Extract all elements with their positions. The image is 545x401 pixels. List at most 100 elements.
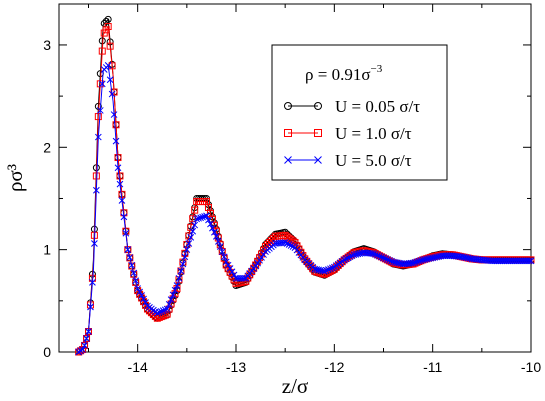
data-point <box>212 232 220 240</box>
data-point <box>226 265 234 272</box>
x-tick-label: -10 <box>521 359 541 375</box>
data-point <box>118 197 126 204</box>
data-point <box>382 255 389 263</box>
data-point <box>252 262 260 270</box>
x-tick-label: -12 <box>324 359 344 375</box>
x-tick-label: -11 <box>423 359 442 375</box>
data-point <box>376 252 383 260</box>
data-point <box>391 258 399 266</box>
data-point <box>315 266 322 274</box>
data-point <box>195 214 202 222</box>
data-point <box>116 180 124 188</box>
data-point <box>321 267 328 275</box>
data-point <box>460 253 468 261</box>
data-point <box>419 256 427 264</box>
data-point <box>203 212 210 220</box>
data-point <box>106 76 114 84</box>
data-point <box>79 346 86 353</box>
data-point <box>378 253 385 261</box>
data-point <box>128 261 136 269</box>
data-point <box>413 258 421 266</box>
data-point <box>191 221 199 229</box>
data-point <box>220 254 228 262</box>
data-point <box>173 282 181 289</box>
series-x <box>75 62 535 356</box>
data-point <box>409 259 417 267</box>
data-point <box>207 220 214 228</box>
y-tick-label: 3 <box>43 37 51 53</box>
data-point <box>104 23 112 31</box>
data-point <box>87 303 94 311</box>
legend-entries: U = 0.05 σ/τ U = 1.0 σ/τ U = 5.0 σ/τ <box>284 97 420 170</box>
data-point <box>110 88 118 96</box>
data-point <box>157 308 165 315</box>
data-point <box>179 260 187 268</box>
data-point <box>313 266 320 273</box>
data-point <box>393 259 401 267</box>
legend-title-text: ρ = 0.91σ <box>305 65 371 84</box>
data-point <box>323 266 330 274</box>
axis-ticks: -14 -13 -12 -11 -10 0 1 2 3 <box>43 4 541 375</box>
data-point <box>124 246 132 254</box>
data-point <box>81 341 89 349</box>
data-point <box>224 261 232 269</box>
data-point <box>380 254 387 262</box>
data-point <box>197 214 204 222</box>
data-point <box>281 239 289 246</box>
data-point <box>126 254 134 262</box>
legend-marker-right <box>314 129 322 137</box>
data-point <box>342 255 350 263</box>
data-point <box>169 291 177 299</box>
data-point <box>205 216 212 224</box>
data-point <box>183 246 191 254</box>
data-point <box>423 255 431 263</box>
legend-label: U = 0.05 σ/τ <box>335 97 420 116</box>
data-point <box>114 164 122 172</box>
data-point <box>110 111 118 118</box>
data-point <box>153 309 161 317</box>
data-point <box>136 288 143 296</box>
data-point <box>252 261 260 269</box>
data-point <box>407 259 415 267</box>
legend-entry: U = 1.0 σ/τ <box>284 124 412 143</box>
data-point <box>85 328 92 335</box>
data-point <box>218 248 226 256</box>
data-point <box>525 257 533 265</box>
data-point <box>93 186 100 194</box>
data-point <box>384 256 391 263</box>
data-point <box>216 243 224 250</box>
data-point <box>102 17 110 25</box>
y-axis-label: ρσ³ <box>3 164 27 192</box>
data-point <box>317 266 324 274</box>
data-point <box>356 250 364 257</box>
data-point <box>458 253 466 261</box>
x-tick-label: -14 <box>128 359 148 375</box>
data-point <box>199 213 206 221</box>
data-point <box>344 254 352 262</box>
data-point <box>425 255 433 263</box>
data-point <box>75 348 83 356</box>
data-point <box>254 259 261 267</box>
y-tick-label: 2 <box>43 139 51 155</box>
data-point <box>433 253 440 261</box>
data-point <box>161 306 169 314</box>
data-point <box>374 252 381 259</box>
data-point <box>189 227 197 235</box>
data-point <box>346 253 354 261</box>
x-tick-label: -13 <box>226 359 246 375</box>
data-point <box>165 300 173 308</box>
data-point <box>163 305 171 313</box>
data-point <box>106 42 114 50</box>
data-point <box>126 254 134 261</box>
data-point <box>368 250 376 257</box>
data-point <box>96 80 104 88</box>
data-point <box>112 137 120 145</box>
data-point <box>181 253 189 261</box>
legend-marker-right <box>314 156 322 164</box>
data-point <box>429 254 437 262</box>
data-point <box>427 254 435 262</box>
legend: ρ = 0.91σ−3 U = 0.05 σ/τ U = 1.0 σ/τ U = 5… <box>271 44 448 181</box>
data-point <box>134 285 142 292</box>
legend-marker-left <box>284 156 292 164</box>
